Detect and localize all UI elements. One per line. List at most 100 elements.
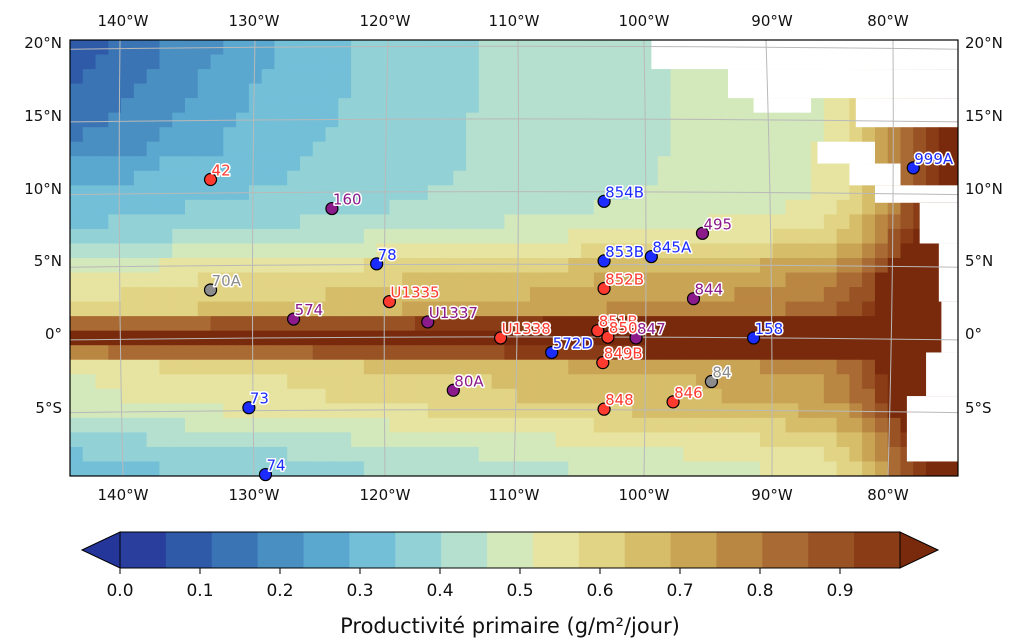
field-cell — [517, 301, 531, 317]
field-cell — [70, 301, 84, 317]
lat-tick-label: 20°N — [965, 34, 1003, 52]
field-cell — [184, 417, 199, 433]
field-cell — [900, 345, 914, 361]
field-cell — [542, 359, 557, 375]
field-cell — [402, 243, 416, 259]
field-cell — [619, 112, 633, 128]
field-cell — [504, 446, 518, 463]
field-cell — [517, 403, 531, 419]
field-cell — [747, 228, 761, 245]
field-cell — [811, 345, 825, 361]
field-cell — [478, 330, 493, 346]
field-cell — [146, 69, 161, 85]
field-cell — [504, 330, 518, 346]
field-cell — [363, 446, 378, 463]
field-cell — [363, 141, 378, 157]
site-marker — [746, 331, 761, 345]
field-cell — [606, 432, 621, 448]
lon-tick-label: 120°W — [360, 12, 411, 30]
field-cell — [351, 330, 365, 346]
field-cell — [798, 243, 812, 259]
field-cell — [721, 258, 736, 274]
field-cell — [376, 272, 391, 288]
field-cell — [146, 316, 161, 332]
field-cell — [108, 403, 122, 419]
site-marker — [695, 226, 710, 240]
field-cell — [223, 214, 237, 230]
field-cell — [632, 228, 646, 245]
field-cell — [70, 170, 84, 186]
field-cell — [632, 199, 646, 215]
field-cell — [772, 228, 787, 245]
field-cell — [632, 54, 646, 70]
field-cell — [299, 432, 314, 448]
field-cell — [325, 330, 339, 346]
field-cell — [836, 287, 850, 303]
field-cell — [823, 301, 838, 317]
colorbar-cell — [120, 532, 167, 568]
field-cell — [287, 258, 301, 274]
field-cell — [363, 185, 378, 201]
field-cell — [351, 272, 365, 288]
field-cell — [785, 199, 799, 215]
field-cell — [823, 127, 838, 143]
field-cell — [606, 69, 621, 85]
field-cell — [517, 112, 531, 128]
field-cell — [708, 83, 723, 99]
field-cell — [542, 403, 557, 419]
field-cell — [121, 214, 135, 230]
field-cell — [299, 40, 314, 56]
field-cell — [466, 83, 480, 99]
field-cell — [785, 127, 799, 143]
field-cell — [823, 272, 838, 288]
field-cell — [555, 141, 569, 157]
field-cell — [146, 83, 161, 99]
field-cell — [632, 446, 646, 463]
field-cell — [121, 228, 135, 245]
field-cell — [351, 98, 365, 114]
field-cell — [529, 388, 544, 404]
field-cell — [172, 243, 186, 259]
field-cell — [517, 243, 531, 259]
field-cell — [261, 432, 276, 448]
field-cell — [376, 54, 391, 70]
field-cell — [913, 287, 927, 303]
field-cell — [261, 98, 276, 114]
field-cell — [568, 388, 582, 404]
field-cell — [504, 301, 518, 317]
colorbar-over-arrow — [899, 531, 940, 569]
field-cell — [70, 432, 84, 448]
field-cell — [657, 170, 672, 186]
field-cell — [223, 54, 237, 70]
field-cell — [287, 185, 301, 201]
site-label: 848 — [605, 391, 634, 409]
field-cell — [683, 446, 697, 463]
field-cell — [670, 330, 684, 346]
field-cell — [849, 345, 863, 361]
field-cell — [887, 301, 902, 317]
field-cell — [657, 141, 672, 157]
field-cell — [453, 54, 467, 70]
field-cell — [619, 461, 633, 476]
field-cell — [159, 54, 173, 70]
meridian-line — [251, 40, 256, 476]
field-cell — [338, 228, 352, 245]
field-cell — [70, 185, 84, 201]
site-label: 572D — [553, 334, 593, 352]
field-cell — [338, 83, 352, 99]
field-cell — [261, 345, 276, 361]
field-cell — [951, 127, 958, 143]
field-cell — [197, 214, 212, 230]
field-cell — [70, 417, 84, 433]
field-cell — [811, 272, 825, 288]
field-cell — [248, 446, 263, 463]
field-cell — [887, 287, 902, 303]
field-cell — [555, 69, 569, 85]
colorbar-cell — [211, 532, 259, 568]
field-cell — [197, 432, 212, 448]
field-cell — [287, 461, 301, 476]
parallel-line — [70, 191, 958, 196]
field-cell — [657, 98, 672, 114]
field-cell — [466, 54, 480, 70]
field-cell — [95, 170, 109, 186]
